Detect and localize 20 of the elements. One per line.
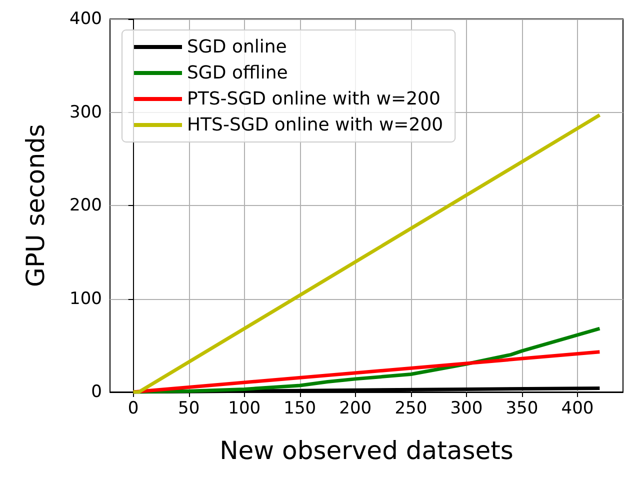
x-tick-label: 100 [228,398,261,418]
x-tick-label: 250 [394,398,428,418]
x-tick-label: 300 [450,398,483,418]
y-tick-label: 400 [70,9,102,29]
x-tick-label: 50 [178,398,200,418]
x-tick-label: 350 [506,398,538,418]
y-tick-label: 0 [91,382,102,402]
x-tick-label: 400 [561,398,594,418]
x-tick-label: 150 [284,398,316,418]
x-axis-title: New observed datasets [220,436,514,465]
x-tick-label: 200 [339,398,372,418]
y-axis-title: GPU seconds [21,124,50,287]
y-tick-label: 100 [70,288,102,309]
legend-label: SGD offline [187,62,288,84]
legend-label: SGD online [187,36,287,58]
y-tick-label: 300 [70,102,102,122]
legend-label: PTS-SGD online with w=200 [187,88,440,110]
x-tick-label: 0 [128,398,139,418]
legend-label: HTS-SGD online with w=200 [187,114,444,136]
y-tick-label: 200 [70,196,102,216]
